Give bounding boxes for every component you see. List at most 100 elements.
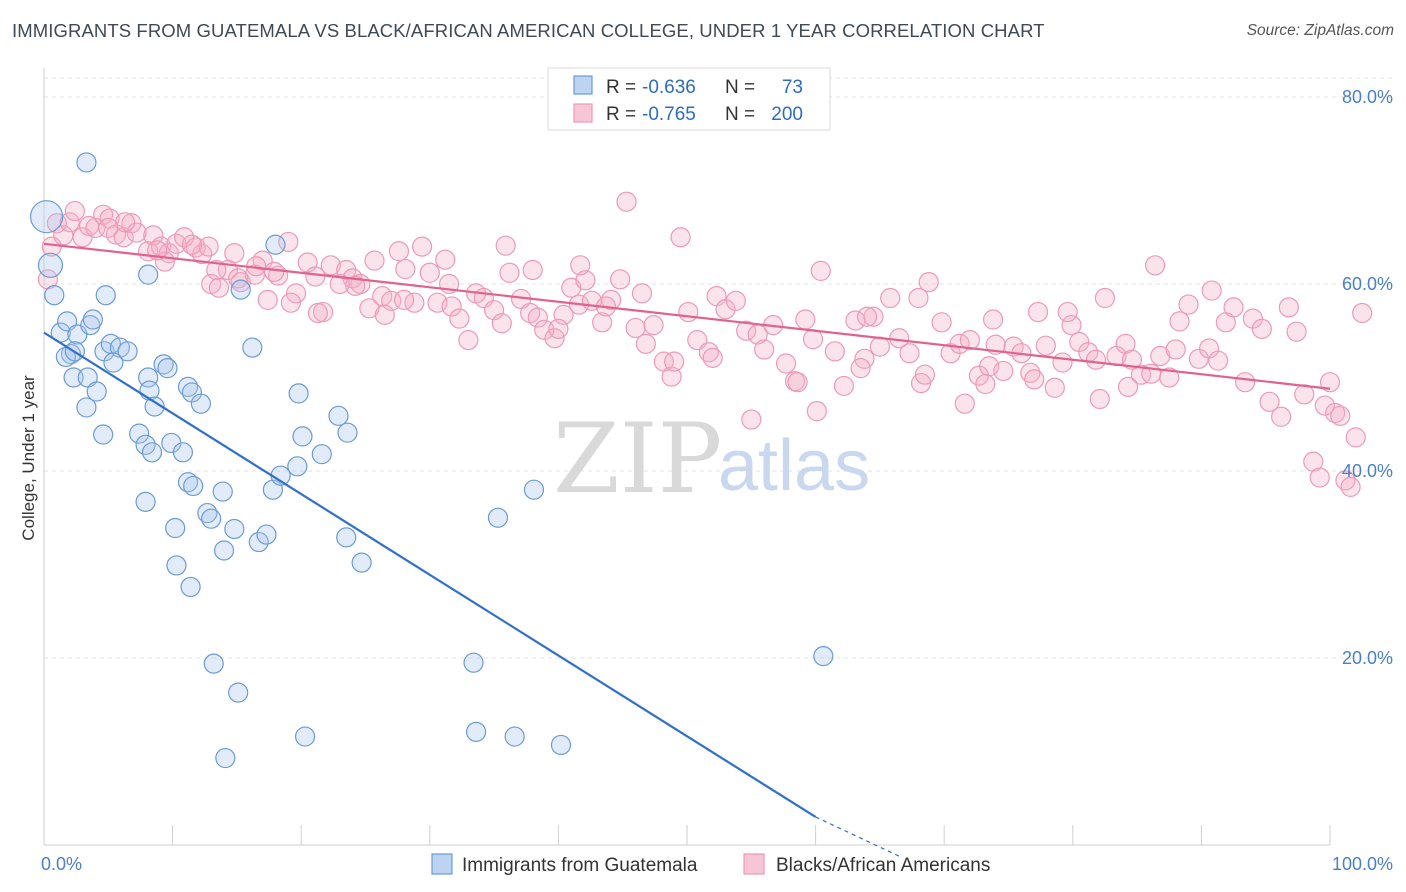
data-point-black: [993, 360, 1014, 382]
data-point-guatemala: [311, 444, 332, 465]
data-point-black: [1271, 406, 1292, 427]
data-point-black: [833, 375, 854, 397]
data-point-guatemala: [37, 252, 64, 278]
data-point-guatemala: [248, 531, 269, 553]
data-point-black: [64, 200, 85, 222]
data-point-black: [1223, 297, 1244, 318]
data-point-guatemala: [44, 285, 65, 306]
data-point-guatemala: [76, 152, 97, 173]
data-point-black: [1094, 287, 1116, 309]
data-point-black: [98, 217, 119, 238]
y-tick-label: 60.0%: [1342, 274, 1393, 294]
bottom-legend: Immigrants from Guatemala Blacks/African…: [431, 853, 990, 876]
data-point-black: [1201, 280, 1222, 301]
data-point-black: [1003, 336, 1024, 357]
axes: [43, 68, 1331, 846]
legend-swatch-blue: [573, 75, 593, 95]
data-point-black: [1352, 302, 1373, 324]
data-point-black: [795, 309, 816, 330]
data-point-guatemala: [76, 397, 97, 418]
data-point-black: [1330, 405, 1351, 426]
data-point-guatemala: [328, 405, 349, 426]
data-point-black: [1178, 294, 1199, 315]
y-axis-title: College, Under 1 year: [19, 375, 38, 541]
data-point-black: [824, 341, 845, 362]
data-point-black: [610, 269, 631, 290]
data-point-black: [899, 343, 920, 364]
data-point-black: [1027, 301, 1049, 323]
data-point-guatemala: [242, 337, 263, 358]
data-point-black: [954, 393, 975, 414]
data-point-black: [174, 227, 195, 248]
gridlines: [44, 77, 1392, 659]
legend-n-value: 73: [782, 77, 803, 98]
data-point-black: [1278, 297, 1299, 318]
data-points: [29, 152, 1373, 769]
data-point-black: [1020, 362, 1041, 383]
data-point-black: [661, 366, 682, 387]
data-point-black: [59, 212, 80, 233]
data-point-black: [484, 300, 505, 321]
data-point-guatemala: [463, 652, 484, 673]
data-point-black: [1169, 311, 1190, 332]
data-point-guatemala: [203, 653, 224, 674]
bottom-legend-swatch-blue: [431, 853, 453, 875]
data-point-guatemala: [153, 354, 174, 375]
data-point-black: [307, 302, 329, 324]
data-point-black: [802, 329, 824, 350]
data-point-black: [918, 272, 939, 293]
legend-box: R = -0.636 N = 73 R = -0.765 N = 200: [547, 67, 831, 131]
data-point-black: [908, 287, 929, 309]
data-point-guatemala: [294, 726, 316, 747]
data-point-black: [143, 225, 164, 246]
data-point-black: [329, 273, 350, 295]
data-point-black: [1208, 350, 1229, 371]
data-point-black: [491, 313, 512, 334]
data-point-black: [1340, 476, 1361, 497]
data-point-black: [664, 351, 685, 372]
watermark-zip: ZIP: [553, 403, 722, 515]
data-point-black: [643, 315, 664, 336]
data-point-guatemala: [183, 475, 204, 497]
data-point-black: [395, 258, 416, 280]
data-point-black: [1145, 255, 1166, 276]
data-point-guatemala: [523, 479, 545, 500]
data-point-black: [280, 292, 302, 313]
data-point-black: [166, 233, 187, 254]
data-point-black: [1319, 372, 1341, 393]
legend-r-label: R =: [606, 104, 636, 125]
data-point-guatemala: [265, 234, 286, 255]
data-point-black: [736, 320, 757, 341]
data-point-black: [702, 347, 723, 368]
data-point-black: [787, 372, 808, 393]
data-point-guatemala: [288, 383, 309, 404]
data-point-guatemala: [180, 576, 201, 598]
data-point-guatemala: [465, 721, 487, 742]
legend-frame: [547, 67, 831, 131]
legend-n-label: N =: [725, 77, 755, 98]
data-point-black: [1286, 321, 1307, 342]
data-point-black: [1089, 388, 1110, 410]
data-point-black: [592, 312, 613, 333]
legend-n-label: N =: [725, 104, 755, 125]
data-point-guatemala: [29, 200, 64, 234]
x-tick-label: 0.0%: [41, 854, 82, 874]
data-point-black: [419, 262, 440, 283]
data-point-guatemala: [230, 279, 251, 300]
data-point-black: [1150, 345, 1171, 367]
data-point-black: [499, 262, 520, 283]
data-point-black: [1044, 377, 1065, 398]
data-point-guatemala: [172, 442, 193, 463]
data-point-black: [1035, 335, 1056, 356]
data-point-black: [635, 333, 656, 354]
data-point-black: [1314, 395, 1335, 416]
y-tick-label: 20.0%: [1342, 648, 1393, 668]
watermark: ZIP atlas: [553, 403, 870, 515]
data-point-black: [449, 308, 470, 329]
data-point-guatemala: [82, 309, 103, 330]
data-point-black: [224, 243, 245, 264]
data-point-black: [575, 270, 596, 291]
data-point-guatemala: [256, 524, 277, 545]
data-point-guatemala: [86, 381, 107, 402]
legend-r-label: R =: [606, 77, 636, 98]
